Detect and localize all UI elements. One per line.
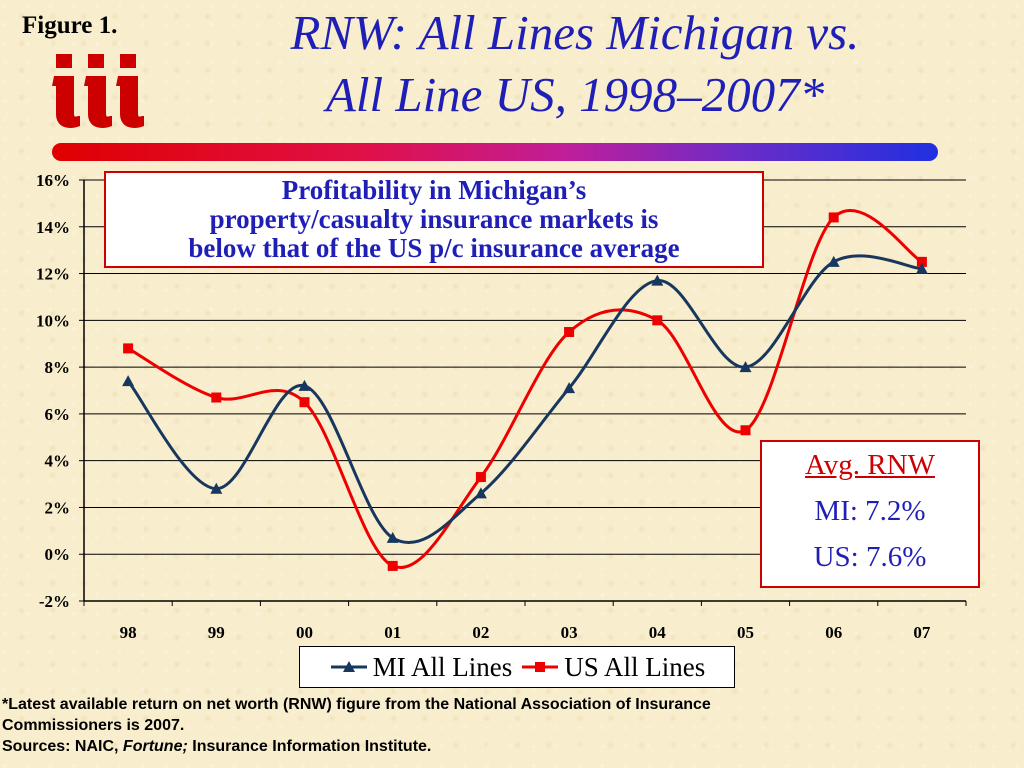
legend-label-mi: MI All Lines — [372, 651, 513, 682]
y-tick-label: 8% — [45, 358, 71, 377]
callout-line-2: property/casualty insurance markets is — [209, 204, 659, 234]
y-tick-label: -2% — [39, 592, 70, 611]
legend-item-us: US All Lines — [520, 652, 705, 683]
triangle-marker-icon — [330, 661, 367, 672]
x-tick-label: 02 — [472, 623, 489, 642]
data-point-mi — [563, 382, 576, 394]
title-line-1: RNW: All Lines Michigan vs. — [290, 5, 860, 60]
avg-rnw-mi: MI: 7.2% — [814, 495, 926, 527]
data-point-us — [299, 397, 310, 408]
callout-line-1: Profitability in Michigan’s — [281, 175, 587, 205]
data-point-mi — [739, 361, 752, 373]
data-point-mi — [386, 531, 399, 543]
data-point-mi — [651, 274, 664, 286]
data-point-us — [828, 212, 839, 223]
avg-rnw-us: US: 7.6% — [813, 541, 927, 573]
sources-prefix: Sources: NAIC, — [2, 738, 123, 755]
y-tick-label: 0% — [45, 545, 71, 564]
data-point-us — [387, 560, 398, 571]
y-tick-label: 16% — [36, 171, 70, 190]
callout-line-3: below that of the US p/c insurance avera… — [188, 233, 680, 263]
data-point-us — [740, 425, 751, 436]
series-line-us — [126, 208, 924, 570]
sources-suffix: Insurance Information Institute. — [187, 738, 432, 755]
figure-label: Figure 1. — [22, 12, 118, 39]
profitability-callout: Profitability in Michigan’s property/cas… — [104, 171, 764, 268]
data-point-mi — [474, 487, 487, 499]
data-point-us — [652, 315, 663, 326]
square-marker-icon — [522, 662, 559, 672]
x-tick-label: 01 — [384, 623, 401, 642]
y-tick-label: 12% — [36, 265, 70, 284]
x-tick-label: 05 — [737, 623, 754, 642]
x-tick-label: 00 — [296, 623, 313, 642]
data-point-us — [475, 472, 486, 483]
data-point-mi — [298, 379, 311, 391]
title-gradient-bar — [52, 143, 938, 161]
chart-legend: MI All Lines US All Lines — [299, 646, 735, 688]
x-tick-label: 99 — [208, 623, 225, 642]
series-line-mi — [126, 254, 924, 545]
sources-line: Sources: NAIC, Fortune; Insurance Inform… — [2, 736, 1012, 757]
iii-logo — [52, 54, 144, 128]
data-point-us — [564, 327, 575, 338]
x-tick-label: 98 — [120, 623, 137, 642]
data-point-us — [211, 392, 222, 403]
x-tick-label: 04 — [649, 623, 667, 642]
chart-title: RNW: All Lines Michigan vs. All Line US,… — [150, 2, 1000, 126]
sources-italic: Fortune; — [122, 738, 188, 755]
avg-rnw-box: Avg. RNW MI: 7.2% US: 7.6% — [760, 440, 980, 588]
y-tick-label: 4% — [45, 452, 71, 471]
title-line-2: All Line US, 1998–2007* — [325, 67, 825, 122]
data-point-us — [916, 256, 927, 267]
footnote-line-2: Commissioners is 2007. — [2, 717, 185, 734]
legend-label-us: US All Lines — [564, 651, 706, 682]
x-tick-label: 06 — [825, 623, 842, 642]
x-tick-label: 07 — [913, 623, 931, 642]
data-point-mi — [827, 255, 840, 267]
data-point-mi — [210, 482, 223, 494]
y-tick-label: 6% — [45, 405, 71, 424]
y-tick-label: 10% — [36, 311, 70, 330]
data-point-us — [123, 343, 134, 354]
data-point-mi — [122, 375, 135, 387]
y-tick-label: 14% — [36, 218, 70, 237]
avg-rnw-title: Avg. RNW — [805, 449, 935, 481]
legend-item-mi: MI All Lines — [329, 651, 513, 683]
footnote-line-1: *Latest available return on net worth (R… — [2, 696, 711, 713]
y-tick-label: 2% — [45, 498, 71, 517]
footnote: *Latest available return on net worth (R… — [2, 694, 1012, 757]
x-tick-label: 03 — [561, 623, 578, 642]
data-point-mi — [915, 262, 928, 274]
